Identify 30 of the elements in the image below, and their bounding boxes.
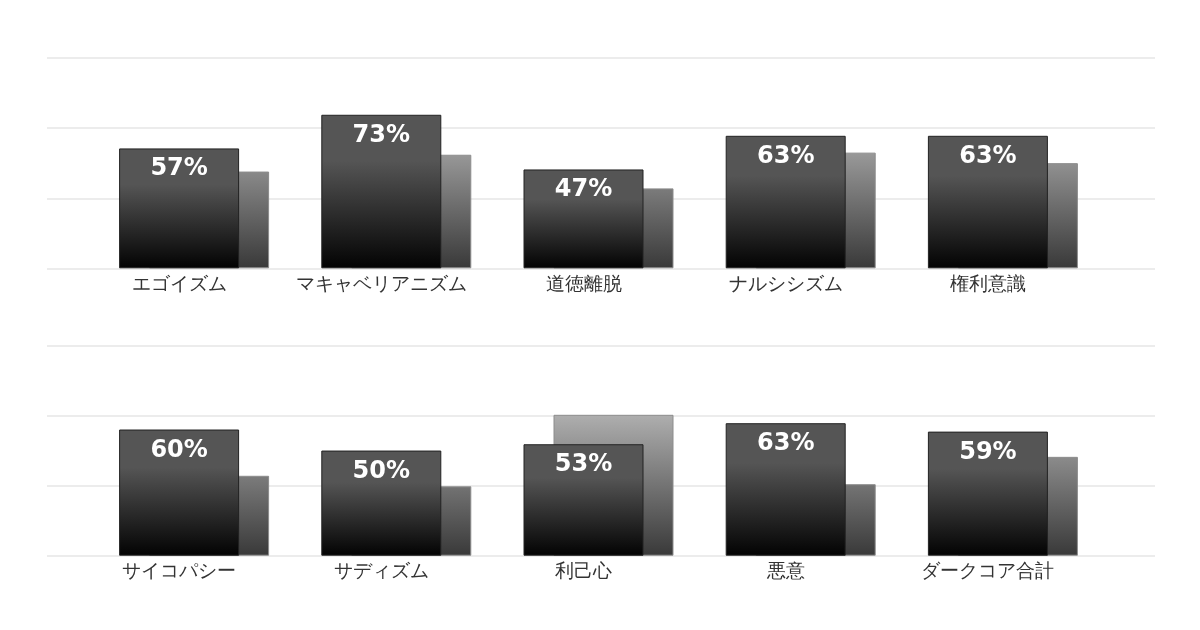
data-label: 63%: [959, 140, 1017, 169]
x-tick-label: マキャベリアニズム: [295, 271, 467, 294]
x-tick-label: 道徳離脱: [545, 271, 622, 294]
bar: [725, 135, 846, 269]
bar: [321, 114, 442, 269]
bar: [523, 444, 644, 556]
x-tick-label: 悪意: [765, 559, 805, 582]
bar: [119, 429, 240, 556]
data-label: 57%: [150, 153, 208, 182]
bar: [119, 148, 240, 269]
bar: [927, 135, 1048, 269]
data-label: 50%: [352, 455, 411, 484]
x-tick-label: エゴイズム: [131, 271, 227, 294]
data-label: 60%: [150, 434, 208, 463]
bar: [321, 450, 442, 556]
bar: [927, 431, 1048, 556]
bar: [523, 169, 644, 269]
x-tick-label: ダークコア合計: [921, 559, 1055, 582]
data-label: 63%: [756, 428, 815, 457]
x-tick-label: 利己心: [555, 559, 612, 582]
x-tick-label: ナルシシズム: [728, 271, 843, 294]
data-label: 47%: [554, 174, 613, 203]
x-tick-label: サディズム: [333, 559, 429, 582]
bar: [725, 423, 846, 556]
data-label: 59%: [959, 436, 1017, 465]
data-label: 73%: [352, 119, 411, 148]
x-tick-label: サイコパシー: [122, 559, 237, 582]
data-label: 63%: [756, 140, 815, 169]
data-label: 53%: [554, 449, 613, 478]
x-tick-label: 権利意識: [949, 271, 1026, 294]
